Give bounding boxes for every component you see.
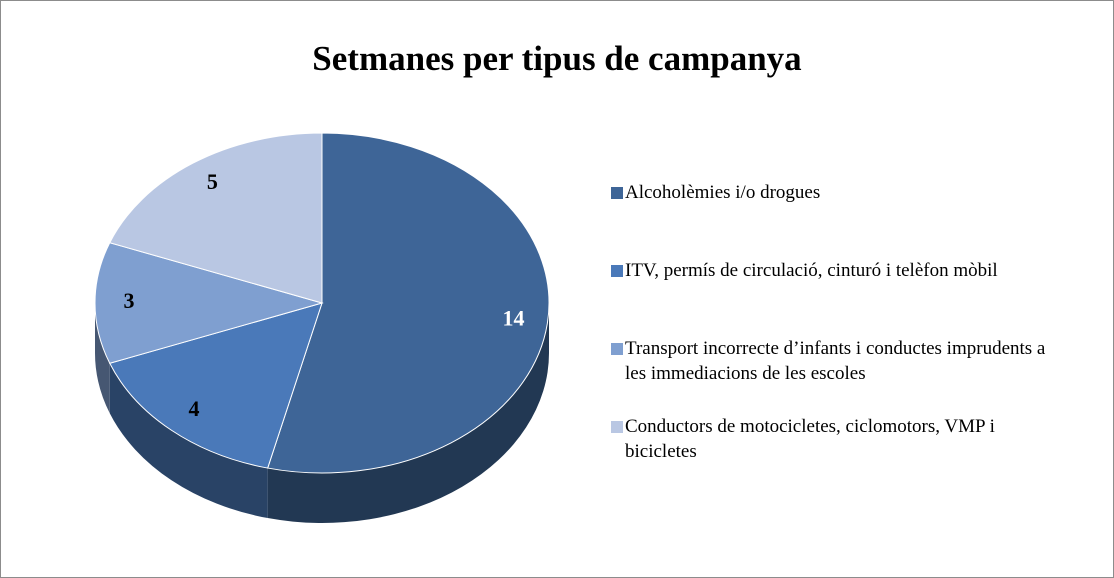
legend-label: Transport incorrecte d’infants i conduct…	[625, 338, 1046, 384]
legend-swatch	[611, 265, 623, 277]
slice-side	[95, 303, 110, 414]
value-label: 14	[503, 305, 525, 330]
legend-entry: Transport incorrecte d’infants i conduct…	[609, 336, 1049, 386]
legend-swatch	[611, 187, 623, 199]
slice-side	[267, 303, 549, 523]
slice	[267, 132, 550, 474]
legend-label: Conductors de motocicletes, ciclomotors,…	[625, 416, 995, 462]
value-label: 3	[124, 288, 135, 313]
legend-swatch	[611, 421, 623, 433]
legend-label: Alcoholèmies i/o drogues	[625, 182, 821, 203]
legend-entry: Alcoholèmies i/o drogues	[609, 180, 1049, 205]
slice	[109, 302, 323, 469]
legend-label: ITV, permís de circulació, cinturó i tel…	[625, 260, 998, 281]
legend-entry: Conductors de motocicletes, ciclomotors,…	[609, 414, 1049, 464]
slice	[94, 242, 324, 364]
chart-title: Setmanes per tipus de campanya	[312, 39, 801, 78]
value-label: 5	[207, 169, 218, 194]
legend-swatch	[611, 343, 623, 355]
slice	[109, 132, 323, 304]
legend-entry: ITV, permís de circulació, cinturó i tel…	[609, 258, 1049, 283]
value-label: 4	[189, 396, 200, 421]
